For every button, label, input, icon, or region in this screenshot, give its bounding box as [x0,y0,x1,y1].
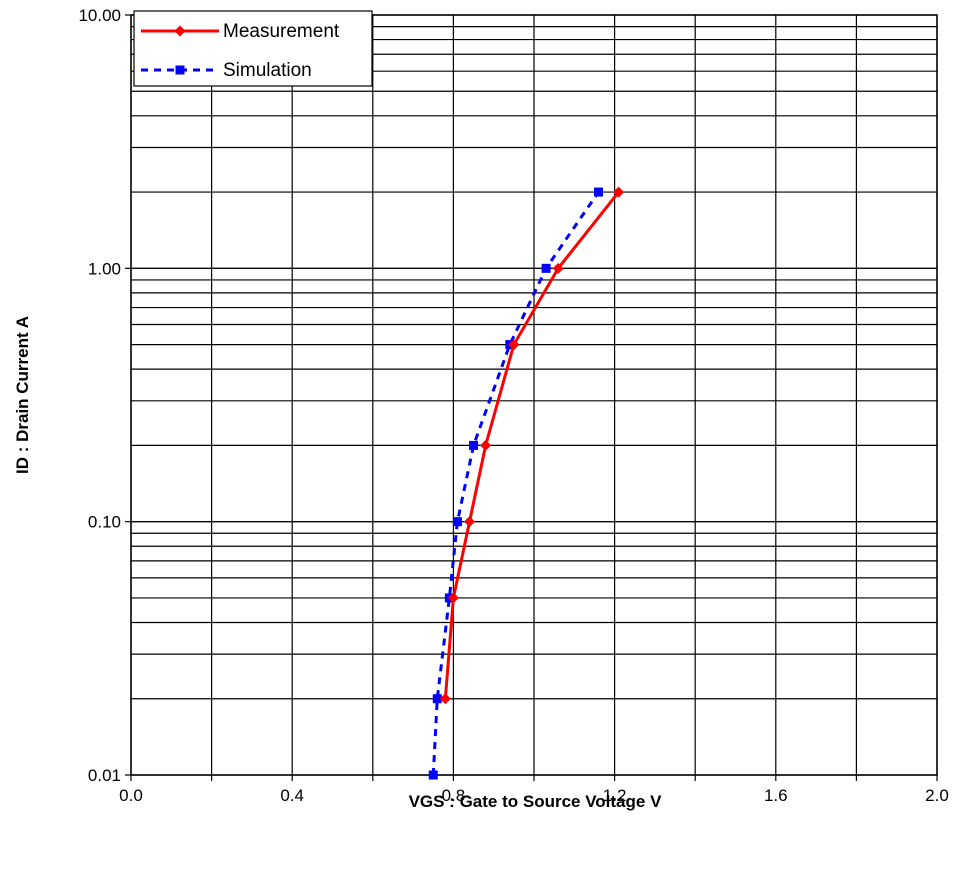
legend-label-measurement: Measurement [223,21,340,42]
x-tick-label: 1.6 [764,786,788,805]
data-point-measurement [439,693,451,705]
data-point-simulation [541,263,551,273]
y-tick-label: 0.10 [88,513,121,532]
x-axis-title: VGS : Gate to Source Voltage V [409,792,663,811]
data-point-simulation [428,770,438,780]
data-point-simulation [469,440,479,450]
legend-box [133,10,373,87]
data-point-measurement [464,516,476,528]
data-point-measurement [480,439,492,451]
legend-label-simulation: Simulation [223,60,312,81]
data-point-measurement [508,339,520,351]
legend: Measurement Simulation [133,10,373,87]
legend-marker-simulation [175,65,185,75]
x-tick-label: 0.0 [119,786,143,805]
y-tick-label: 10.00 [78,6,121,25]
data-point-simulation [452,517,462,527]
data-point-measurement [552,262,564,274]
x-tick-label: 1.2 [603,786,627,805]
y-axis-title: ID : Drain Current A [13,316,32,474]
data-point-simulation [593,187,603,197]
data-point-measurement [447,592,459,604]
x-tick-label: 0.4 [280,786,304,805]
y-tick-label: 1.00 [88,259,121,278]
series-layer [428,186,625,780]
x-tick-label: 0.8 [442,786,466,805]
y-tick-label: 0.01 [88,766,121,785]
data-point-simulation [432,694,442,704]
legend-marker-measurement [174,25,186,37]
tick-label-layer: 0.0 0.4 0.8 1.2 1.6 2.0 0.01 0.10 1.00 10.00 [78,6,948,805]
grid-layer [125,14,938,781]
series-line-simulation [431,191,600,776]
x-tick-label: 2.0 [925,786,949,805]
data-point-measurement [613,186,625,198]
